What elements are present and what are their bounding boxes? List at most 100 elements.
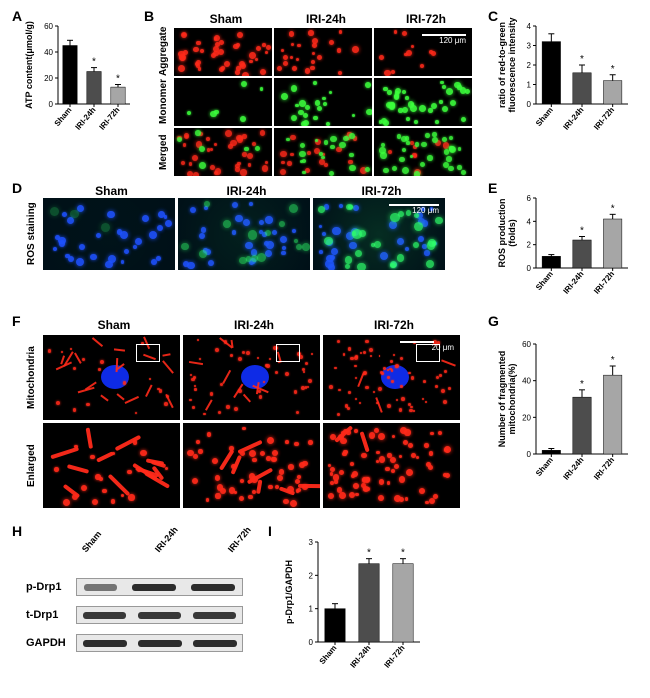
svg-text:*: * — [401, 548, 405, 559]
panel-b-col-header: IRI-24h — [276, 12, 376, 26]
svg-text:Sham: Sham — [534, 456, 555, 478]
panel-f-col-header: IRI-24h — [184, 318, 324, 332]
panel-i-label: I — [268, 523, 272, 539]
panel-d-col-header: Sham — [44, 184, 179, 198]
svg-text:Sham: Sham — [318, 644, 339, 666]
svg-text:*: * — [611, 203, 615, 214]
panel-d-row: ShamIRI-24hIRI-72hROS staining120 μm — [26, 184, 449, 270]
svg-text:IRI-72h: IRI-72h — [382, 643, 406, 669]
svg-text:0: 0 — [49, 100, 54, 109]
panel-d-label: D — [12, 180, 22, 196]
svg-text:IRI-72h: IRI-72h — [97, 105, 121, 131]
svg-text:(folds): (folds) — [507, 219, 517, 247]
svg-text:Number of fragmented: Number of fragmented — [497, 351, 507, 448]
panel-b-micrograph — [274, 28, 372, 76]
svg-text:IRI-72h: IRI-72h — [592, 105, 616, 131]
svg-text:40: 40 — [44, 48, 53, 57]
panel-c-chart: 01234ratio of red-to-greenfluorescence i… — [502, 20, 632, 138]
svg-text:p-Drp1/GAPDH: p-Drp1/GAPDH — [284, 560, 294, 624]
panel-f-micrograph — [43, 423, 180, 508]
svg-text:2: 2 — [309, 571, 314, 580]
svg-text:40: 40 — [522, 377, 531, 386]
svg-text:3: 3 — [309, 538, 314, 547]
panel-c-label: C — [488, 8, 498, 24]
panel-h-blot — [76, 606, 243, 624]
svg-text:IRI-24h: IRI-24h — [348, 643, 372, 669]
svg-text:60: 60 — [44, 22, 53, 31]
panel-b-micrograph — [174, 78, 272, 126]
panel-d-col-header: IRI-24h — [179, 184, 314, 198]
svg-text:4: 4 — [527, 217, 532, 226]
panel-g-label: G — [488, 313, 499, 329]
panel-b-micrograph — [174, 28, 272, 76]
svg-text:0: 0 — [309, 638, 314, 647]
svg-text:IRI-24h: IRI-24h — [561, 269, 585, 295]
panel-f-micrograph — [183, 335, 320, 420]
svg-text:*: * — [92, 57, 96, 68]
panel-h-col-header: IRI-72h — [214, 506, 269, 568]
svg-text:1: 1 — [309, 605, 314, 614]
svg-text:Sham: Sham — [534, 270, 555, 292]
panel-f-label: F — [12, 313, 21, 329]
panel-e-chart: 0246ROS production(folds)Sham*IRI-24h*IR… — [502, 192, 632, 302]
svg-text:*: * — [116, 74, 120, 85]
svg-text:IRI-72h: IRI-72h — [592, 269, 616, 295]
panel-h-band — [84, 584, 117, 591]
panel-b-micrograph — [274, 78, 372, 126]
svg-text:fluorescence intensity: fluorescence intensity — [507, 17, 517, 112]
panel-b-row-label: Merged — [158, 128, 172, 176]
panel-h-blot — [76, 634, 243, 652]
panel-b-micrograph — [174, 128, 272, 176]
figure: A 0204060ATP content(μmol/g)Sham*IRI-24h… — [8, 8, 642, 690]
panel-h-band — [132, 584, 176, 591]
panel-b-row-label: Monomer — [158, 78, 172, 126]
svg-text:3: 3 — [527, 42, 532, 51]
panel-f-micrograph — [43, 335, 180, 420]
panel-h-protein-label: t-Drp1 — [26, 609, 76, 621]
svg-text:ATP content(μmol/g): ATP content(μmol/g) — [24, 21, 34, 109]
panel-h-band — [83, 612, 125, 619]
panel-b-micrograph: 120 μm — [374, 28, 472, 76]
panel-a-label: A — [12, 8, 22, 24]
panel-d-micrograph — [178, 198, 310, 270]
panel-h-band — [83, 640, 127, 647]
panel-a-chart: 0 20 40 60 ATP content(μmol/g) Sham * IRI-24h * I… — [24, 20, 134, 138]
svg-text:Sham: Sham — [53, 106, 74, 128]
panel-b-micrograph — [274, 128, 372, 176]
svg-text:0: 0 — [527, 264, 532, 273]
panel-f-row-label: Enlarged — [26, 423, 40, 508]
svg-text:*: * — [611, 355, 615, 366]
svg-text:IRI-24h: IRI-24h — [73, 105, 97, 131]
panel-f-grid: ShamIRI-24hIRI-72hMitochondria20 μmEnlar… — [26, 318, 464, 508]
svg-text:*: * — [580, 226, 584, 237]
svg-text:20: 20 — [522, 413, 531, 422]
svg-text:Sham: Sham — [534, 106, 555, 128]
panel-f-col-header: Sham — [44, 318, 184, 332]
panel-h-band — [193, 612, 235, 619]
svg-text:2: 2 — [527, 61, 532, 70]
panel-b-micrograph — [374, 128, 472, 176]
svg-text:IRI-24h: IRI-24h — [561, 105, 585, 131]
svg-text:2: 2 — [527, 241, 532, 250]
panel-f-micrograph: 20 μm — [323, 335, 460, 420]
svg-text:6: 6 — [527, 194, 532, 203]
panel-h-band — [193, 640, 237, 647]
panel-f-col-header: IRI-72h — [324, 318, 464, 332]
panel-b-label: B — [144, 8, 154, 24]
panel-b-col-header: IRI-72h — [376, 12, 476, 26]
panel-f-micrograph — [323, 423, 460, 508]
svg-text:0: 0 — [527, 100, 532, 109]
panel-d-col-header: IRI-72h — [314, 184, 449, 198]
panel-i-chart: 0123p-Drp1/GAPDHSham*IRI-24h*IRI-72h — [284, 536, 424, 676]
svg-text:*: * — [611, 64, 615, 75]
svg-text:*: * — [580, 379, 584, 390]
svg-text:60: 60 — [522, 340, 531, 349]
panel-h-col-header: Sham — [68, 506, 123, 568]
panel-d-micrograph: 120 μm — [313, 198, 445, 270]
panel-d-micrograph — [43, 198, 175, 270]
svg-text:*: * — [580, 54, 584, 65]
svg-text:20: 20 — [44, 74, 53, 83]
panel-h-col-header: IRI-24h — [141, 506, 196, 568]
svg-text:IRI-24h: IRI-24h — [561, 455, 585, 481]
panel-b-row-label: Aggregate — [158, 28, 172, 76]
